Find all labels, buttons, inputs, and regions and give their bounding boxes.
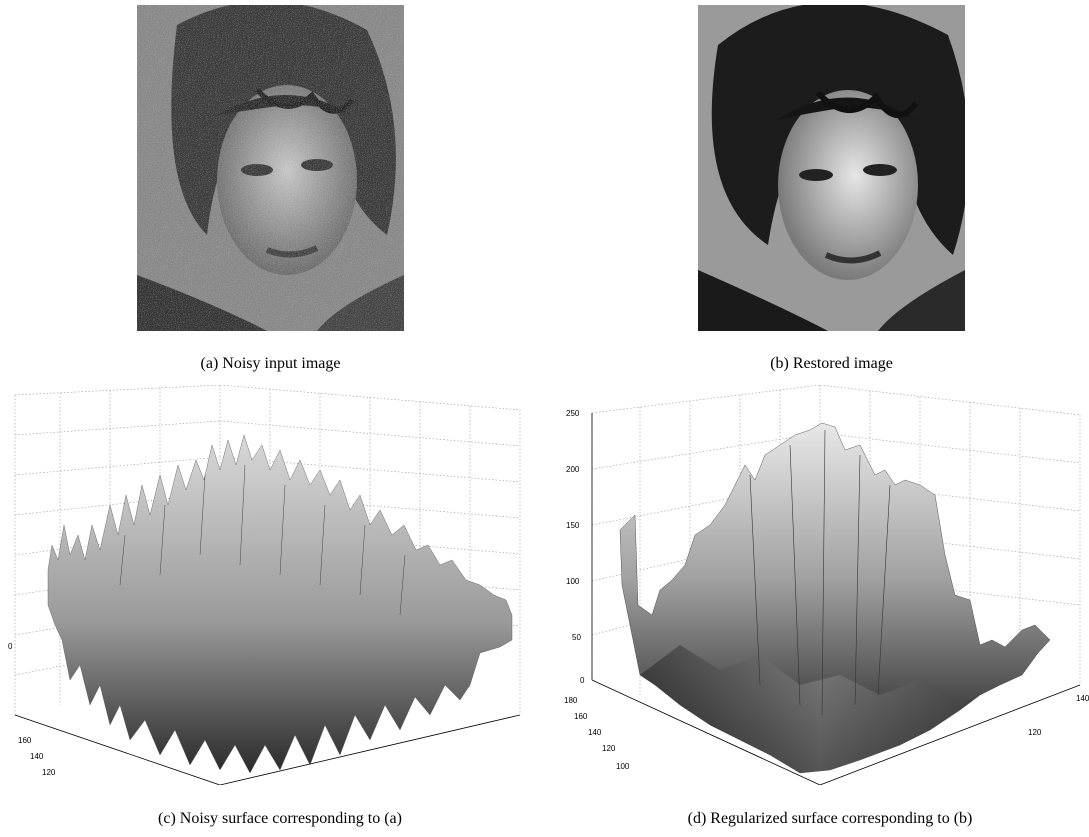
noisy-spikes [119, 464, 406, 616]
axis-lines [591, 413, 1081, 785]
x-tick-120: 120 [1028, 728, 1042, 737]
restored-portrait-art [698, 5, 965, 331]
surface-ridges [749, 429, 891, 716]
z-tick-100: 100 [566, 577, 580, 586]
y-tick-120: 120 [602, 744, 616, 753]
y-tick-100: 100 [616, 762, 630, 771]
caption-d: (d) Regularized surface corresponding to… [687, 810, 973, 827]
z-tick-200: 200 [566, 465, 580, 474]
z-tick-0: 0 [8, 642, 13, 651]
y-tick-160: 160 [18, 736, 32, 745]
noisy-portrait-art [137, 5, 404, 331]
z-tick-0: 0 [580, 676, 585, 685]
caption-a: (a) Noisy input image [200, 355, 341, 372]
y-tick-160: 160 [574, 712, 588, 721]
noisy-surface-mesh [47, 434, 513, 774]
x-tick-140: 140 [1076, 694, 1089, 703]
noisy-surface-plot: 0 160 140 120 [8, 385, 521, 785]
y-tick-140: 140 [30, 752, 44, 761]
z-tick-250: 250 [566, 409, 580, 418]
restored-image [698, 5, 965, 331]
z-tick-150: 150 [566, 521, 580, 530]
noisy-input-image [137, 5, 404, 331]
axis-lines [14, 714, 521, 785]
y-tick-120: 120 [42, 768, 56, 777]
y-tick-140: 140 [588, 728, 602, 737]
z-tick-50: 50 [572, 633, 581, 642]
y-tick-180: 180 [564, 696, 578, 705]
regularized-surface-shadow [640, 645, 1000, 773]
caption-c: (c) Noisy surface corresponding to (a) [158, 810, 402, 827]
regularized-surface-plot: 250 200 150 100 50 0 180 160 140 120 100… [564, 385, 1089, 785]
caption-b: (b) Restored image [770, 355, 893, 372]
